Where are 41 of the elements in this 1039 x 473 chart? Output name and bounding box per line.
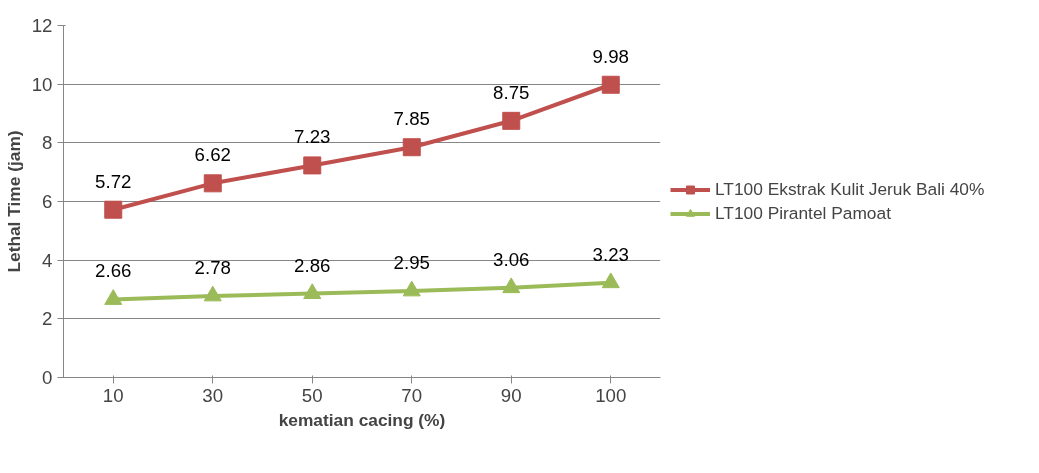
y-tick-label: 6 (42, 191, 53, 212)
data-label: 7.85 (393, 108, 430, 130)
point (402, 280, 421, 297)
y-tick-label: 12 (31, 15, 53, 36)
data-label: 7.23 (294, 126, 331, 148)
data-label: 6.62 (194, 144, 231, 166)
point (303, 283, 322, 300)
y-tick-label: 0 (42, 367, 53, 388)
x-tick-label: 10 (102, 384, 124, 406)
data-label: 3.23 (592, 243, 629, 265)
y-axis-title: Lethal Time (jam) (3, 130, 24, 273)
y-tick-label: 10 (31, 73, 53, 95)
point (502, 277, 521, 294)
x-tick-label: 50 (301, 384, 323, 406)
data-label: 2.66 (95, 260, 132, 282)
data-label: 5.72 (95, 170, 132, 192)
data-label: 3.06 (493, 248, 530, 270)
data-label: 8.75 (493, 81, 530, 103)
point (203, 174, 222, 193)
point (601, 75, 620, 94)
legend-label: LT100 Pirantel Pamoat (715, 202, 891, 224)
point (502, 111, 521, 130)
y-tick-label: 8 (42, 132, 53, 154)
x-axis-title: kematian cacing (%) (278, 409, 446, 430)
point (303, 156, 322, 175)
y-tick-label: 4 (42, 249, 53, 271)
data-label: 2.86 (294, 254, 331, 276)
point (402, 138, 421, 157)
data-label: 9.98 (592, 45, 629, 67)
point (203, 285, 222, 302)
point (104, 200, 123, 219)
y-tick-label: 2 (42, 308, 53, 330)
data-label: 2.95 (393, 251, 430, 273)
legend-label: LT100 Ekstrak Kulit Jeruk Bali 40% (715, 178, 985, 200)
x-tick-label: 70 (401, 384, 423, 406)
point (104, 289, 123, 305)
x-tick-label: 30 (202, 384, 224, 406)
x-tick-label: 100 (595, 384, 627, 406)
point (601, 272, 620, 289)
x-tick-label: 90 (500, 384, 522, 406)
data-label: 2.78 (194, 256, 231, 278)
